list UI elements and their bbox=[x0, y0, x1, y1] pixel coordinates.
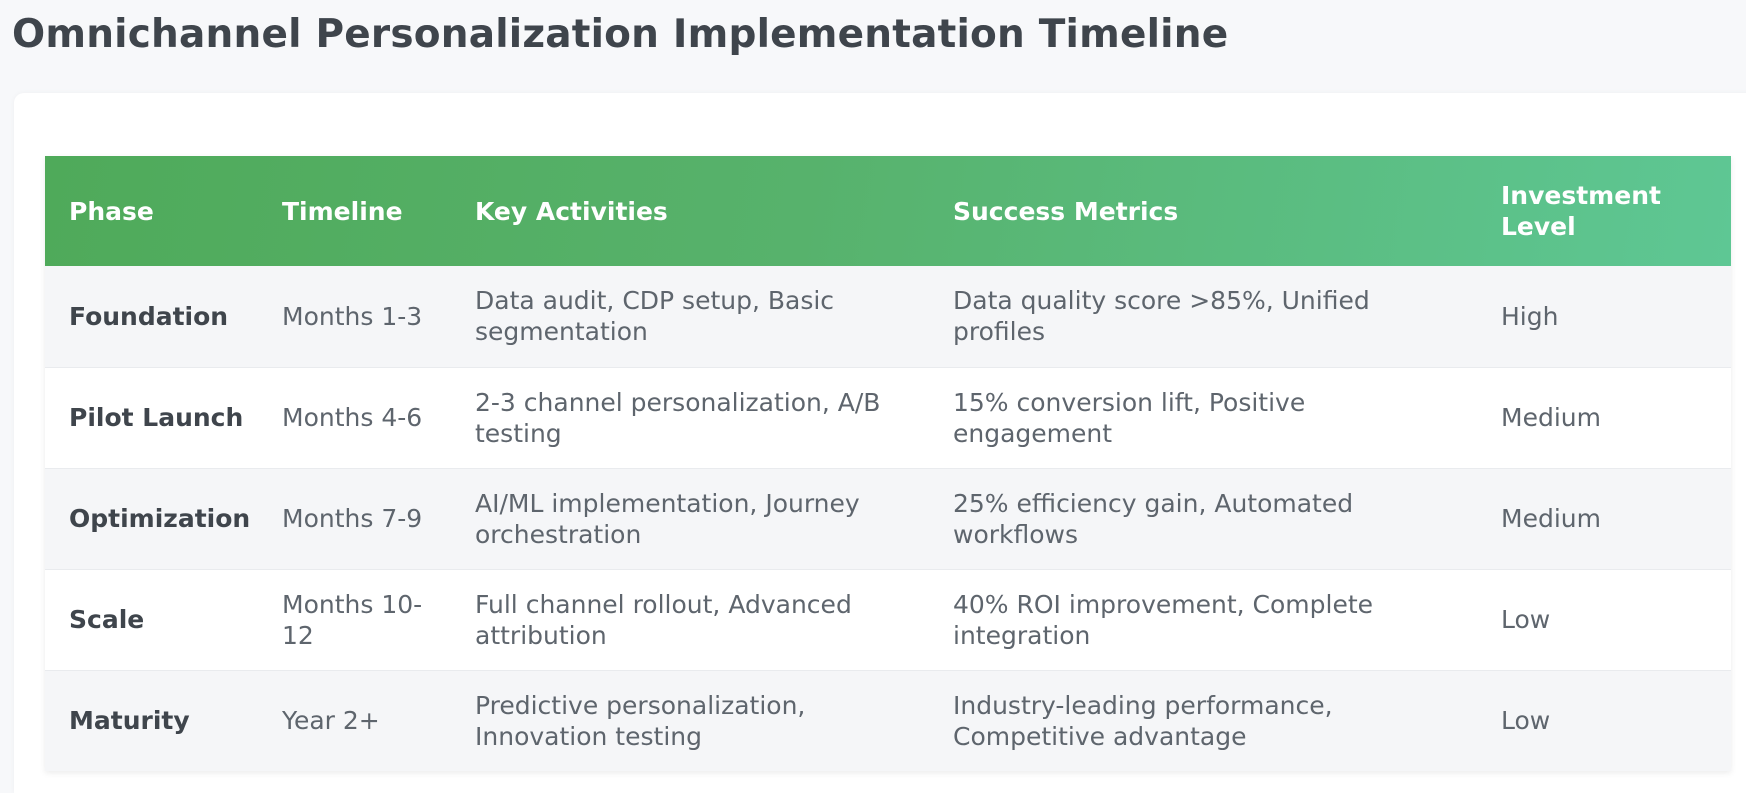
cell-phase: Maturity bbox=[69, 706, 190, 736]
header-timeline: Timeline bbox=[282, 196, 403, 226]
cell-investment: Medium bbox=[1501, 504, 1601, 533]
cell-phase: Pilot Launch bbox=[69, 403, 244, 432]
cell-timeline: Months 7-9 bbox=[282, 504, 423, 533]
cell-activities: Data audit, CDP setup, Basic segmentatio… bbox=[475, 286, 835, 347]
table-header-row: Phase Timeline Key Activities Success Me… bbox=[45, 156, 1731, 266]
header-investment-level: Investment Level bbox=[1501, 181, 1661, 241]
timeline-table: Phase Timeline Key Activities Success Me… bbox=[45, 156, 1731, 771]
cell-phase: Scale bbox=[69, 605, 145, 634]
table-row: Scale Months 10-12 Full channel rollout,… bbox=[45, 569, 1731, 670]
table-row: Foundation Months 1-3 Data audit, CDP se… bbox=[45, 266, 1731, 367]
cell-activities: 2-3 channel personalization, A/B testing bbox=[475, 387, 881, 448]
header-success-metrics: Success Metrics bbox=[953, 196, 1179, 226]
table-row: Optimization Months 7-9 AI/ML implementa… bbox=[45, 468, 1731, 569]
cell-investment: Low bbox=[1501, 706, 1551, 736]
cell-metrics: 25% efficiency gain, Automated workflows bbox=[953, 488, 1354, 549]
timeline-table-container: Phase Timeline Key Activities Success Me… bbox=[45, 156, 1731, 771]
cell-activities: AI/ML implementation, Journey orchestrat… bbox=[475, 488, 860, 549]
cell-timeline: Months 1-3 bbox=[282, 301, 423, 331]
cell-metrics: 40% ROI improvement, Complete integratio… bbox=[953, 589, 1374, 650]
cell-activities: Full channel rollout, Advanced attributi… bbox=[475, 589, 852, 650]
cell-investment: High bbox=[1501, 301, 1559, 331]
cell-investment: Medium bbox=[1501, 403, 1601, 432]
cell-phase: Foundation bbox=[69, 301, 229, 331]
header-key-activities: Key Activities bbox=[475, 196, 668, 226]
header-phase: Phase bbox=[69, 196, 154, 226]
page-title: Omnichannel Personalization Implementati… bbox=[12, 12, 1229, 57]
cell-metrics: Industry-leading performance, Competitiv… bbox=[953, 690, 1333, 751]
table-header: Phase Timeline Key Activities Success Me… bbox=[45, 156, 1731, 266]
table-row: Pilot Launch Months 4-6 2-3 channel pers… bbox=[45, 367, 1731, 468]
table-row: Maturity Year 2+ Predictive personalizat… bbox=[45, 670, 1731, 771]
cell-activities: Predictive personalization, Innovation t… bbox=[475, 690, 806, 751]
table-body: Foundation Months 1-3 Data audit, CDP se… bbox=[45, 266, 1731, 771]
cell-investment: Low bbox=[1501, 605, 1551, 634]
cell-metrics: 15% conversion lift, Positive engagement bbox=[953, 387, 1306, 448]
cell-timeline: Year 2+ bbox=[282, 706, 380, 736]
cell-timeline: Months 10-12 bbox=[282, 589, 423, 650]
content-card bbox=[14, 93, 1746, 793]
cell-phase: Optimization bbox=[69, 504, 251, 533]
cell-metrics: Data quality score >85%, Unified profile… bbox=[953, 286, 1370, 347]
cell-timeline: Months 4-6 bbox=[282, 403, 423, 432]
